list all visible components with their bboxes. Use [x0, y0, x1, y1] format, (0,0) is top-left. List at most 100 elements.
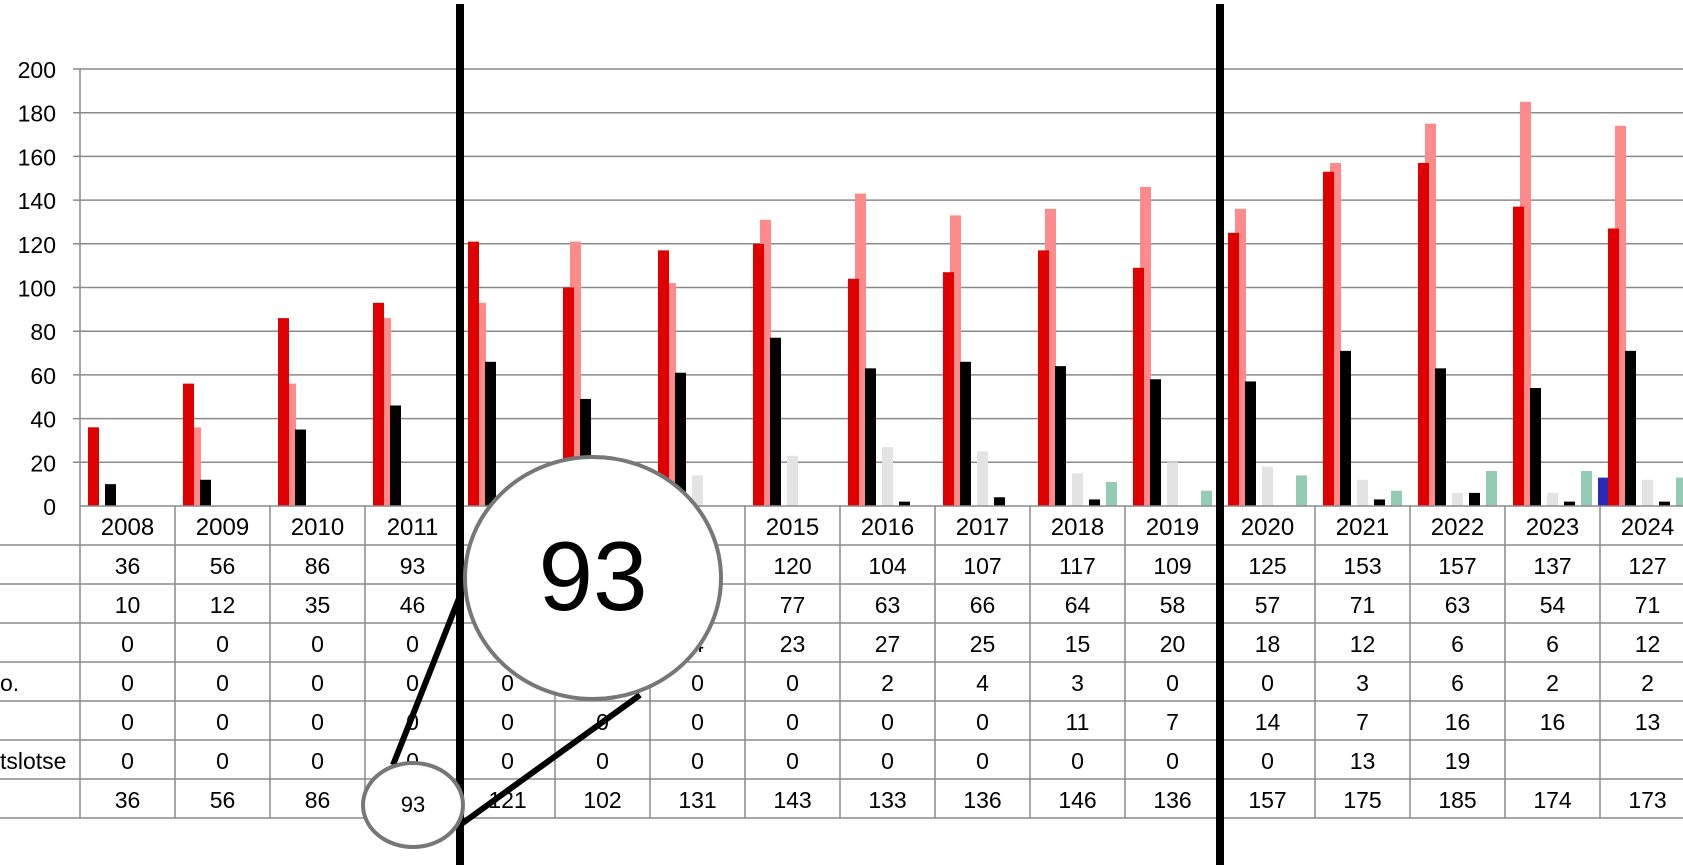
table-cell: 131	[678, 787, 716, 813]
table-cell: 0	[501, 670, 514, 696]
x-tick-label: 2023	[1526, 514, 1579, 541]
table-cell: 0	[1166, 748, 1179, 774]
y-tick-label: 20	[30, 450, 56, 476]
bar	[1513, 206, 1524, 506]
x-tick-label: 2024	[1621, 514, 1674, 541]
table-cell: 18	[1255, 631, 1281, 657]
y-axis: 0 20 40 60 80 100 120 140 160 180 200	[18, 57, 81, 520]
bar	[1530, 388, 1541, 506]
bar	[753, 243, 764, 507]
table-cell: 0	[691, 709, 704, 735]
table-cell: 0	[786, 748, 799, 774]
table-cell: 36	[115, 553, 141, 579]
bar	[373, 302, 384, 506]
table-cell: 13	[1635, 709, 1661, 735]
x-tick-label: 2010	[291, 514, 344, 541]
table-cell: 0	[311, 748, 324, 774]
bar	[1089, 499, 1100, 506]
y-tick-label: 40	[30, 407, 56, 433]
bar	[1435, 368, 1446, 506]
bar	[563, 287, 574, 506]
bar	[899, 501, 910, 506]
table-cell: 3	[1071, 670, 1084, 696]
table-cell: 54	[1540, 592, 1566, 618]
bar	[1167, 462, 1178, 506]
table-cell: 66	[970, 592, 996, 618]
magnifier-value: 93	[538, 521, 647, 631]
table-cell: 15	[1065, 631, 1091, 657]
bar	[278, 318, 289, 506]
table-cell: 0	[311, 709, 324, 735]
table-cell: 0	[216, 670, 229, 696]
table-cell: 86	[305, 787, 331, 813]
table-cell: 7	[1166, 709, 1179, 735]
table-cell: 20	[1160, 631, 1186, 657]
table-cell: 0	[216, 709, 229, 735]
table-cell: 104	[868, 553, 907, 579]
y-tick-label: 80	[30, 319, 56, 345]
x-tick-label: 2008	[101, 514, 154, 541]
table-cell: 0	[311, 670, 324, 696]
bar	[580, 398, 591, 506]
table-cell: 0	[216, 748, 229, 774]
bar	[1330, 162, 1341, 506]
magnifier-callout: 93 93	[361, 455, 723, 849]
table-cell: 10	[115, 592, 141, 618]
series-row-label: tslotse	[0, 748, 66, 774]
table-cell: 0	[596, 748, 609, 774]
table-cell: 56	[210, 553, 236, 579]
callout-connector-upper-left	[390, 576, 470, 767]
y-tick-label: 100	[18, 276, 56, 302]
x-tick-label: 2016	[861, 514, 914, 541]
bar	[1235, 208, 1246, 506]
table-cell: 2	[1546, 670, 1559, 696]
bar	[1676, 477, 1683, 506]
bar	[475, 302, 486, 506]
table-cell: 125	[1248, 553, 1286, 579]
table-cell: 3	[1356, 670, 1369, 696]
table-cell: 0	[1261, 748, 1274, 774]
y-tick-label: 180	[18, 101, 56, 127]
bar	[390, 405, 401, 506]
table-cell: 109	[1153, 553, 1191, 579]
table-cell: 143	[773, 787, 811, 813]
table-cell: 0	[1071, 748, 1084, 774]
table-cell: 157	[1438, 553, 1476, 579]
x-tick-label: 2021	[1336, 514, 1389, 541]
table-cell: 57	[1255, 592, 1281, 618]
vertical-dividers	[456, 4, 1224, 865]
y-tick-label: 200	[18, 57, 56, 83]
x-tick-label: 2018	[1051, 514, 1104, 541]
bar	[190, 427, 201, 506]
bar	[200, 479, 211, 506]
small-callout-value: 93	[401, 792, 425, 817]
bar	[380, 318, 391, 506]
bars	[88, 101, 1683, 507]
table-cell: 0	[501, 748, 514, 774]
bar	[485, 361, 496, 506]
table-cell: 0	[881, 748, 894, 774]
bar	[1262, 466, 1273, 506]
table-cell: 0	[1261, 670, 1274, 696]
bar	[1418, 162, 1429, 506]
bar	[994, 497, 1005, 506]
bar	[1391, 490, 1402, 506]
table-cell: 185	[1438, 787, 1476, 813]
y-tick-label: 140	[18, 188, 56, 214]
bar	[183, 383, 194, 506]
bar	[1245, 381, 1256, 506]
table-cell: 0	[406, 631, 419, 657]
bar	[1486, 471, 1497, 506]
table-cell: 173	[1628, 787, 1666, 813]
table-cell: 133	[868, 787, 906, 813]
bar	[1615, 125, 1626, 506]
table-cell: 120	[773, 553, 811, 579]
bar	[865, 368, 876, 506]
bar	[960, 361, 971, 506]
bar	[770, 337, 781, 506]
table-cell: 63	[1445, 592, 1471, 618]
x-tick-label: 2019	[1146, 514, 1199, 541]
bar	[1323, 171, 1334, 506]
bar	[1228, 232, 1239, 506]
